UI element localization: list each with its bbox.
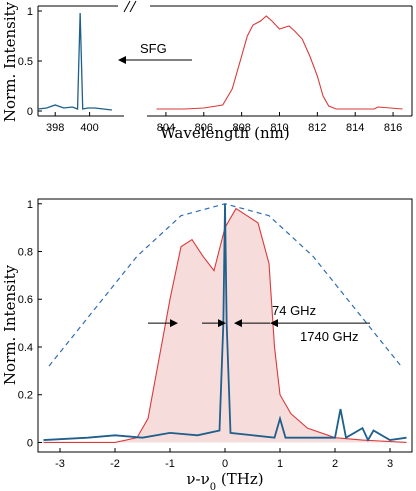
x-tick-label: 814 [346, 122, 364, 134]
x-tick-label: 812 [308, 122, 326, 134]
x-tick-label: 804 [157, 122, 175, 134]
x-tick-label: 808 [232, 122, 250, 134]
y-tick-label: 0.8 [18, 247, 33, 259]
sfg-series-line [37, 12, 113, 111]
y-tick-label: 0.2 [18, 390, 33, 402]
y-tick-label: 0.5 [18, 56, 33, 68]
y-tick-label: 0.6 [18, 294, 33, 306]
spectrum-width-label: 1740 GHz [300, 329, 359, 344]
x-tick-label: 806 [195, 122, 213, 134]
spectrum-fill-area [43, 208, 407, 443]
fundamental-series-line [156, 15, 403, 110]
bottom-spectrum-chart: 0 0.2 0.4 0.6 0.8 1 -3 -2 -1 0 1 2 3 74 GHz 1740 GHz No… [1, 198, 413, 491]
top-x-axis-label: Wavelength (nm) [160, 124, 289, 142]
x-tick-label: 0 [222, 458, 228, 470]
y-tick-label: 0 [27, 106, 33, 118]
x-tick-label: 400 [80, 122, 98, 134]
bottom-y-axis-label: Norm. Intensity [1, 264, 19, 385]
y-tick-label: 0.4 [18, 342, 33, 354]
sfg-label: SFG [140, 41, 167, 56]
sfg-width-label: 74 GHz [272, 303, 316, 318]
top-y-axis-label: Norm. Intensity [1, 1, 19, 122]
x-tick-label: 810 [270, 122, 288, 134]
width-arrow-left-head [170, 319, 178, 328]
narrow-arrow-left-head [218, 319, 226, 328]
x-tick-label: 398 [46, 122, 64, 134]
x-tick-label: 816 [384, 122, 402, 134]
y-tick-label: 1 [27, 199, 33, 211]
y-tick-label: 0 [27, 437, 33, 449]
narrow-arrow-right-head [234, 319, 242, 328]
y-tick-label: 1 [27, 6, 33, 18]
break-mark [129, 0, 137, 13]
x-tick-label: 3 [387, 458, 393, 470]
top-spectrum-chart: 0 0.5 1 398 400 804 806 808 810 812 814 816 SFG Norm.… [1, 0, 413, 142]
x-tick-label: -1 [165, 458, 175, 470]
x-tick-label: -3 [55, 458, 65, 470]
x-tick-label: 2 [332, 458, 338, 470]
x-tick-label: 1 [277, 458, 283, 470]
spectrum-series-line [43, 207, 407, 444]
x-tick-label: -2 [110, 458, 120, 470]
width-arrow-right-head [270, 319, 278, 328]
bottom-x-axis-label: ν-ν0 (THz) [186, 470, 263, 491]
sfg-series-line [43, 203, 407, 443]
sfg-arrow-head [118, 56, 126, 64]
break-mark [123, 0, 131, 13]
